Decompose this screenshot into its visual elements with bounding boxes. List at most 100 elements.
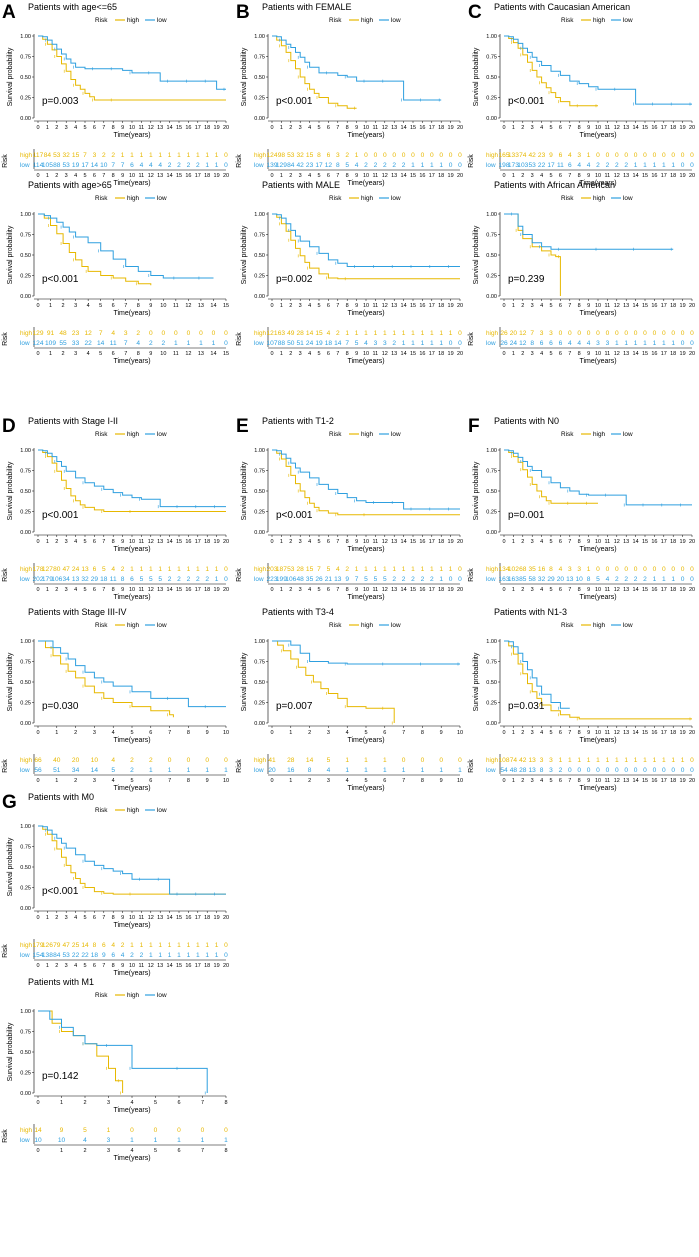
risk-x-tick-label: 8 — [578, 173, 581, 179]
x-tick-label: 13 — [157, 125, 163, 131]
risk-count-low: 4 — [327, 767, 331, 774]
risk-x-tick-label: 7 — [568, 778, 571, 784]
risk-x-tick-label: 2 — [289, 587, 292, 593]
risk-x-tick-label: 19 — [214, 963, 220, 969]
risk-x-tick-label: 16 — [651, 173, 657, 179]
risk-x-axis-title: Time(years) — [347, 358, 384, 365]
x-tick-label: 5 — [549, 730, 552, 736]
risk-count-high: 2 — [111, 152, 115, 159]
risk-x-tick-label: 10 — [595, 351, 601, 357]
risk-x-tick-label: 7 — [568, 351, 571, 357]
risk-x-tick-label: 1 — [280, 587, 283, 593]
risk-x-tick-label: 3 — [74, 351, 77, 357]
risk-count-low: 1 — [653, 576, 657, 583]
risk-count-low: 1 — [205, 952, 209, 959]
risk-count-low: 0 — [224, 340, 228, 347]
x-tick-label: 11 — [373, 303, 379, 309]
panel-title: Patients with African American — [494, 180, 615, 190]
risk-x-tick-label: 4 — [540, 778, 543, 784]
risk-count-low: 2 — [430, 576, 434, 583]
x-tick-label: 16 — [185, 915, 191, 921]
risk-row-low-label: low — [486, 162, 496, 169]
x-tick-label: 2 — [55, 539, 58, 545]
risk-count-low: 1 — [215, 576, 219, 583]
risk-x-tick-label: 19 — [448, 351, 454, 357]
y-tick-label: 0.00 — [486, 530, 497, 536]
risk-count-high: 1 — [177, 152, 181, 159]
risk-count-low: 2 — [559, 767, 563, 774]
legend-low-label: low — [157, 195, 167, 202]
risk-count-low: 2 — [196, 576, 200, 583]
risk-count-low: 8 — [308, 767, 312, 774]
x-tick-label: 1 — [46, 125, 49, 131]
x-tick-label: 15 — [223, 303, 229, 309]
risk-count-high: 47 — [63, 942, 71, 949]
risk-count-high: 1 — [411, 330, 415, 337]
risk-x-tick-label: 15 — [176, 587, 182, 593]
y-tick-label: 0.75 — [20, 233, 31, 239]
risk-count-high: 1 — [140, 566, 144, 573]
risk-count-low: 223 — [266, 576, 277, 583]
risk-count-low: 85 — [519, 576, 527, 583]
y-tick-label: 0.75 — [20, 469, 31, 475]
risk-count-high: 0 — [187, 330, 191, 337]
risk-count-high: 68 — [519, 566, 527, 573]
legend-title: Risk — [95, 431, 108, 438]
x-tick-label: 8 — [346, 303, 349, 309]
risk-count-high: 1 — [374, 330, 378, 337]
risk-x-tick-label: 6 — [93, 587, 96, 593]
risk-count-low: 0 — [690, 162, 694, 169]
risk-count-high: 15 — [306, 566, 314, 573]
p-value: p=0.002 — [276, 274, 313, 285]
risk-count-low: 107 — [266, 340, 277, 347]
x-tick-label: 18 — [204, 125, 210, 131]
y-tick-label: 1.00 — [20, 1009, 31, 1015]
x-tick-label: 5 — [83, 539, 86, 545]
risk-count-high: 12 — [84, 330, 92, 337]
risk-count-high: 1 — [624, 757, 628, 764]
risk-count-high: 0 — [168, 757, 172, 764]
risk-x-tick-label: 4 — [112, 778, 115, 784]
risk-x-tick-label: 3 — [107, 1148, 110, 1154]
x-tick-label: 3 — [65, 539, 68, 545]
y-tick-label: 0.00 — [20, 116, 31, 122]
risk-count-high: 1 — [421, 330, 425, 337]
x-tick-label: 1 — [280, 125, 283, 131]
x-tick-label: 20 — [223, 125, 229, 131]
risk-x-tick-label: 13 — [157, 963, 163, 969]
risk-count-low: 2 — [168, 576, 172, 583]
risk-row-low-label: low — [486, 576, 496, 583]
y-axis-title: Survival probability — [7, 461, 14, 520]
risk-count-low: 4 — [83, 1137, 87, 1144]
risk-count-low: 163 — [498, 576, 509, 583]
risk-count-low: 55 — [59, 340, 67, 347]
x-tick-label: 4 — [130, 1100, 133, 1106]
y-axis-title: Survival probability — [473, 461, 480, 520]
x-tick-label: 10 — [160, 303, 166, 309]
risk-count-high: 2 — [149, 757, 153, 764]
risk-x-tick-label: 9 — [121, 173, 124, 179]
risk-count-high: 2 — [121, 942, 125, 949]
risk-count-high: 165 — [498, 152, 509, 159]
risk-x-tick-label: 2 — [521, 351, 524, 357]
risk-count-high: 91 — [47, 330, 55, 337]
risk-count-low: 8 — [540, 767, 544, 774]
risk-count-high: 1 — [587, 566, 591, 573]
x-tick-label: 17 — [429, 125, 435, 131]
risk-x-tick-label: 9 — [440, 778, 443, 784]
risk-x-tick-label: 16 — [185, 173, 191, 179]
x-tick-label: 6 — [559, 730, 562, 736]
risk-table-title: Risk — [236, 154, 243, 168]
curve-low — [272, 449, 460, 510]
y-axis-title: Survival probability — [473, 652, 480, 711]
risk-count-high: 1 — [215, 152, 219, 159]
legend: Risk high low — [561, 431, 633, 438]
x-tick-label: 11 — [139, 539, 145, 545]
risk-count-high: 4 — [336, 566, 340, 573]
risk-x-tick-label: 0 — [502, 587, 505, 593]
risk-count-high: 1 — [215, 566, 219, 573]
risk-count-high: 1 — [345, 330, 349, 337]
risk-count-low: 0 — [224, 952, 228, 959]
y-tick-label: 0.75 — [486, 469, 497, 475]
risk-count-low: 10 — [58, 1137, 66, 1144]
